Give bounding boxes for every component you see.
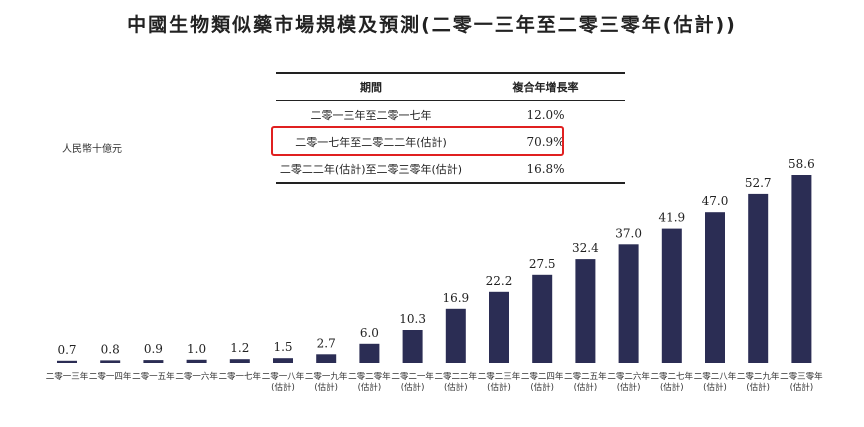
table-rule-header bbox=[276, 100, 625, 101]
data-label: 1.5 bbox=[273, 340, 292, 354]
bar bbox=[445, 308, 466, 363]
data-label: 1.2 bbox=[230, 341, 249, 355]
x-tick-label: 二零二七年 (估計) bbox=[650, 372, 694, 393]
bar bbox=[100, 360, 121, 363]
x-tick-label: 二零一九年 (估計) bbox=[304, 372, 348, 393]
x-tick-label: 二零一七年 bbox=[218, 372, 262, 382]
data-label: 10.3 bbox=[399, 312, 426, 326]
bar bbox=[359, 343, 380, 363]
x-tick-label: 二零一六年 bbox=[175, 372, 218, 382]
data-label: 0.7 bbox=[57, 343, 76, 357]
data-label: 37.0 bbox=[615, 226, 642, 240]
data-label: 52.7 bbox=[745, 176, 772, 190]
cagr-value: 12.0% bbox=[526, 107, 565, 122]
bar bbox=[705, 212, 725, 363]
data-label: 16.9 bbox=[442, 291, 469, 305]
x-tick-label: 二零三零年 (估計) bbox=[780, 372, 823, 393]
data-label: 0.8 bbox=[101, 342, 120, 356]
x-tick-label: 二零一五年 bbox=[132, 372, 175, 382]
data-label: 6.0 bbox=[360, 326, 379, 340]
bar bbox=[143, 360, 164, 363]
data-label: 1.0 bbox=[187, 342, 206, 356]
bar bbox=[575, 259, 596, 363]
bar bbox=[229, 359, 250, 363]
x-tick-label: 二零二五年 (估計) bbox=[564, 372, 607, 393]
bar bbox=[618, 244, 639, 363]
cagr-value: 16.8% bbox=[526, 161, 565, 176]
chart-title: 中國生物類似藥市場規模及預測(二零一三年至二零三零年(估計)) bbox=[127, 14, 737, 36]
bar bbox=[57, 360, 77, 363]
x-tick-label: 二零二八年 (估計) bbox=[693, 372, 737, 393]
highlight-box bbox=[271, 126, 564, 156]
x-tick-label: 二零一八年 (估計) bbox=[261, 372, 305, 393]
data-label: 41.9 bbox=[658, 211, 685, 225]
cagr-period: 二零二二年(估計)至二零三零年(估計) bbox=[279, 162, 463, 176]
cagr-row: 二零一七年至二零二二年(估計) 70.9% bbox=[276, 128, 625, 155]
header-cagr: 複合年增長率 bbox=[512, 81, 579, 94]
cagr-table-header: 期間 複合年增長率 bbox=[276, 74, 625, 100]
bar bbox=[661, 228, 682, 363]
bar bbox=[273, 358, 293, 363]
table-rule-top bbox=[276, 72, 625, 74]
x-tick-label: 二零一三年 bbox=[45, 372, 89, 382]
data-label: 27.5 bbox=[529, 257, 556, 271]
table-rule-bottom bbox=[276, 182, 625, 184]
x-tick-label: 二零二三年 (估計) bbox=[477, 372, 521, 393]
data-label: 32.4 bbox=[572, 241, 599, 255]
cagr-value: 70.9% bbox=[526, 134, 565, 149]
cagr-period: 二零一七年至二零二二年(估計) bbox=[295, 135, 447, 149]
data-label: 47.0 bbox=[702, 194, 729, 208]
bar bbox=[402, 330, 423, 363]
x-tick-label: 二零二二年 (估計) bbox=[434, 372, 478, 393]
bar bbox=[316, 354, 337, 363]
x-tick-label: 二零二六年 (估計) bbox=[607, 372, 650, 393]
y-axis-unit-label: 人民幣十億元 bbox=[62, 144, 122, 155]
data-label: 0.9 bbox=[144, 342, 163, 356]
data-label: 22.2 bbox=[486, 274, 513, 288]
data-label: 58.6 bbox=[788, 157, 815, 171]
bar bbox=[532, 274, 553, 363]
bar bbox=[791, 175, 812, 363]
cagr-table: 期間 複合年增長率 二零一三年至二零一七年 12.0% 二零一七年至二零二二年(… bbox=[276, 72, 625, 184]
cagr-period: 二零一三年至二零一七年 bbox=[310, 108, 432, 122]
bar bbox=[748, 193, 769, 363]
bar bbox=[489, 291, 509, 363]
bar bbox=[186, 359, 207, 363]
x-tick-label: 二零二四年 (估計) bbox=[520, 372, 564, 393]
x-tick-label: 二零二九年 (估計) bbox=[736, 372, 780, 393]
x-tick-label: 二零二零年 (估計) bbox=[348, 372, 391, 393]
x-tick-label: 二零一四年 bbox=[88, 372, 132, 382]
cagr-row: 二零二二年(估計)至二零三零年(估計) 16.8% bbox=[276, 155, 625, 182]
cagr-row: 二零一三年至二零一七年 12.0% bbox=[276, 101, 625, 128]
header-period: 期間 bbox=[360, 81, 382, 94]
x-tick-label: 二零二一年 (估計) bbox=[391, 372, 434, 393]
data-label: 2.7 bbox=[317, 336, 336, 350]
